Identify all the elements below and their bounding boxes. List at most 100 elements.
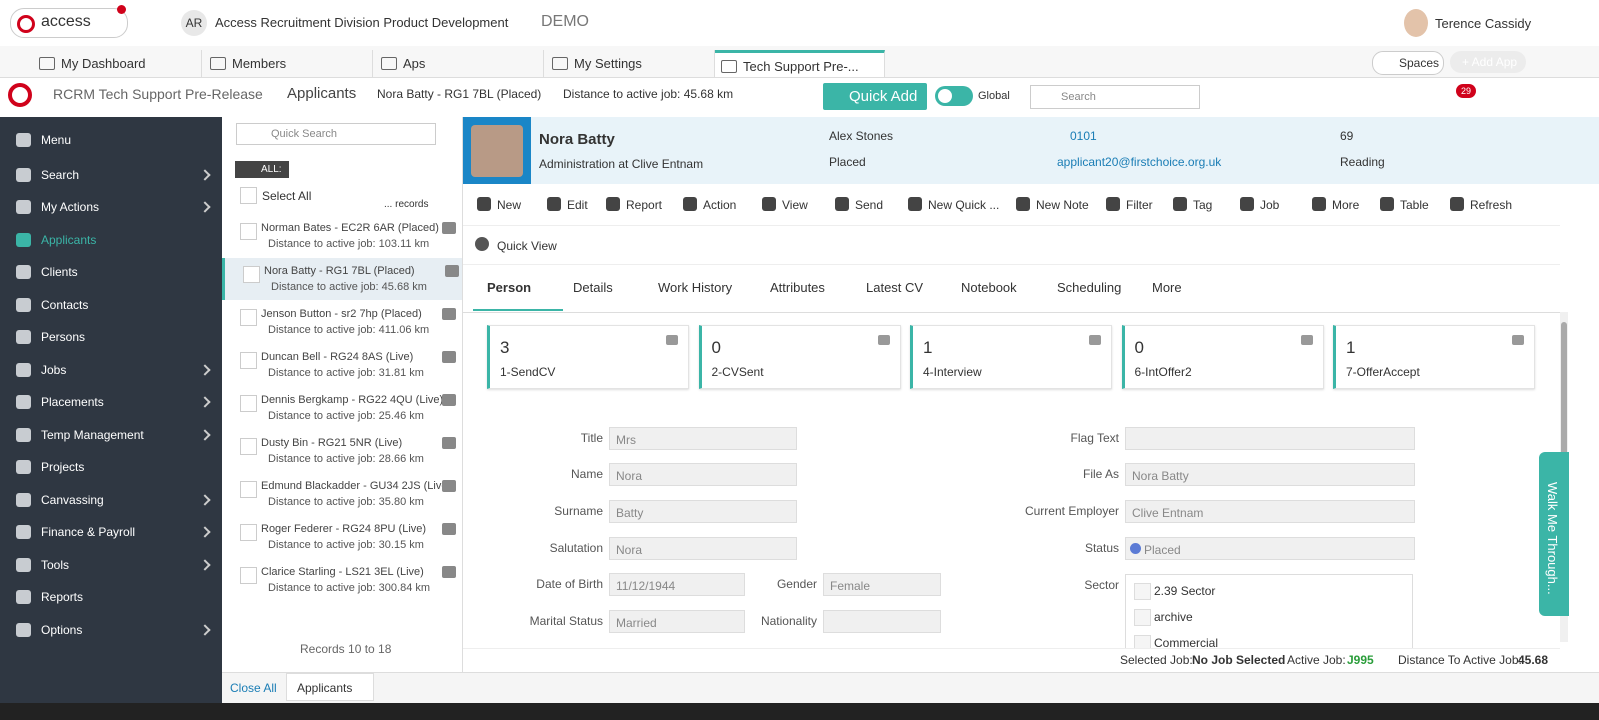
sector-checkbox[interactable]: [1134, 583, 1151, 600]
sidebar-item[interactable]: Placements: [0, 387, 222, 417]
list-name: Edmund Blackadder - GU34 2JS (Live): [261, 480, 452, 492]
list-item[interactable]: Dusty Bin - RG21 5NR (Live) Distance to a…: [222, 430, 462, 472]
sidebar-item[interactable]: Canvassing: [0, 485, 222, 515]
breadcrumb-app[interactable]: RCRM Tech Support Pre-Release: [53, 86, 263, 102]
field-input[interactable]: [1125, 427, 1415, 450]
sidebar-item[interactable]: Finance & Payroll: [0, 517, 222, 547]
checkbox: [240, 223, 257, 240]
close-all[interactable]: Close All: [230, 681, 277, 695]
field-input[interactable]: 11/12/1944: [609, 573, 745, 596]
detail-tab[interactable]: Notebook: [961, 280, 1017, 295]
app-tab[interactable]: Members: [204, 50, 373, 77]
add-icon[interactable]: [442, 308, 456, 320]
detail-tab[interactable]: Person: [487, 280, 532, 295]
sidebar-item[interactable]: Temp Management: [0, 420, 222, 450]
add-app-button[interactable]: + Add App: [1450, 51, 1526, 73]
add-icon[interactable]: [442, 222, 456, 234]
list-item[interactable]: Nora Batty - RG1 7BL (Placed) Distance to…: [222, 258, 462, 300]
detail-tab[interactable]: Latest CV: [866, 280, 924, 295]
app-tab[interactable]: Tech Support Pre-...: [715, 50, 885, 77]
chevron: [199, 168, 211, 181]
list-item[interactable]: Norman Bates - EC2R 6AR (Placed) Distance…: [222, 215, 462, 257]
quick-add-button[interactable]: Quick Add: [823, 83, 927, 110]
chevron: [199, 396, 211, 408]
field-input[interactable]: Mrs: [609, 427, 797, 450]
list-item[interactable]: Jenson Button - sr2 7hp (Placed) Distance…: [222, 301, 462, 343]
sector-list[interactable]: 2.39 Sector archive Commercial: [1125, 574, 1413, 648]
add-icon[interactable]: [442, 394, 456, 406]
field-input[interactable]: Clive Entnam: [1125, 500, 1415, 523]
detail-tab[interactable]: Details: [573, 280, 613, 295]
sidebar-item[interactable]: Clients: [0, 257, 222, 287]
stat-card[interactable]: 0 2-CVSent: [698, 325, 901, 389]
breadcrumb-section[interactable]: Applicants: [287, 85, 357, 102]
sector-checkbox[interactable]: [1134, 609, 1151, 626]
list-distance: Distance to active job: 45.68 km: [271, 281, 427, 293]
sidebar-item[interactable]: Reports: [0, 582, 222, 612]
email[interactable]: applicant20@firstchoice.org.uk: [1057, 155, 1222, 169]
list-distance: Distance to active job: 25.46 km: [268, 410, 424, 422]
select-all[interactable]: Select All: [262, 189, 312, 203]
sidebar-item[interactable]: Menu: [0, 125, 222, 155]
field-input[interactable]: Nora: [609, 537, 797, 560]
phone[interactable]: 0101: [1070, 129, 1097, 143]
add-icon[interactable]: [442, 566, 456, 578]
app-tab[interactable]: My Dashboard: [33, 50, 202, 77]
sidebar-item[interactable]: Jobs: [0, 355, 222, 385]
sidebar-item[interactable]: Projects: [0, 452, 222, 482]
search-box[interactable]: Search: [1030, 85, 1200, 109]
global-toggle[interactable]: [935, 86, 973, 106]
detail-tab[interactable]: Attributes: [770, 280, 825, 295]
quick-search[interactable]: Quick Search: [236, 123, 436, 145]
sector-option: archive: [1154, 610, 1193, 624]
logo[interactable]: access: [10, 5, 128, 38]
app-tab[interactable]: Aps: [375, 50, 544, 77]
field-input[interactable]: Placed: [1125, 537, 1415, 560]
field-input[interactable]: Married: [609, 610, 745, 633]
field-input[interactable]: Female: [823, 573, 941, 596]
org-name[interactable]: Access Recruitment Division Product Deve…: [215, 15, 509, 30]
stat-card[interactable]: 0 6-IntOffer2: [1121, 325, 1324, 389]
sidebar-item[interactable]: Persons: [0, 322, 222, 352]
sidebar-item[interactable]: Applicants: [0, 225, 222, 255]
sidebar-label: Menu: [41, 133, 72, 147]
detail-tab[interactable]: Scheduling: [1057, 280, 1122, 295]
list-item[interactable]: Duncan Bell - RG24 8AS (Live) Distance to…: [222, 344, 462, 386]
detail-tab[interactable]: More: [1152, 280, 1182, 295]
detail-tab[interactable]: Work History: [658, 280, 733, 295]
notification-badge: 29: [1456, 84, 1476, 98]
spaces-button[interactable]: Spaces: [1372, 51, 1444, 75]
add-icon[interactable]: [445, 265, 459, 277]
stat-card[interactable]: 3 1-SendCV: [487, 325, 689, 389]
stat-card[interactable]: 1 4-Interview: [910, 325, 1112, 389]
list-item[interactable]: Roger Federer - RG24 8PU (Live) Distance …: [222, 516, 462, 558]
add-icon[interactable]: [442, 437, 456, 449]
sidebar-item[interactable]: Options: [0, 615, 222, 645]
list-item[interactable]: Clarice Starling - LS21 3EL (Live) Distan…: [222, 559, 462, 601]
filter-all[interactable]: ALL:: [235, 161, 289, 178]
user-name[interactable]: Terence Cassidy: [1435, 16, 1532, 31]
toolbar-icon: [908, 197, 922, 211]
add-icon[interactable]: [442, 480, 456, 492]
stat-card[interactable]: 1 7-OfferAccept: [1333, 325, 1535, 389]
person-role: Administration at Clive Entnam: [539, 157, 704, 171]
list-item[interactable]: Dennis Bergkamp - RG22 4QU (Live) Distanc…: [222, 387, 462, 429]
sidebar-item[interactable]: Search: [0, 160, 222, 190]
breadcrumb-record: Nora Batty - RG1 7BL (Placed): [377, 87, 542, 101]
field-label: Nationality: [760, 614, 817, 628]
field-input[interactable]: Nora Batty: [1125, 463, 1415, 486]
bottom-tab[interactable]: Applicants: [286, 673, 374, 701]
walkme[interactable]: Walk Me Through...: [1539, 452, 1569, 616]
add-icon[interactable]: [442, 351, 456, 363]
field-input[interactable]: Nora: [609, 463, 797, 486]
app-tab[interactable]: My Settings: [546, 50, 715, 77]
sidebar-item[interactable]: Tools: [0, 550, 222, 580]
add-icon[interactable]: [442, 523, 456, 535]
active-job[interactable]: J995: [1347, 653, 1374, 667]
sidebar-item[interactable]: Contacts: [0, 290, 222, 320]
field-input[interactable]: [823, 610, 941, 633]
field-input[interactable]: Batty: [609, 500, 797, 523]
list-item[interactable]: Edmund Blackadder - GU34 2JS (Live) Dista…: [222, 473, 462, 515]
sidebar-item[interactable]: My Actions: [0, 192, 222, 222]
sector-checkbox[interactable]: [1134, 635, 1151, 648]
